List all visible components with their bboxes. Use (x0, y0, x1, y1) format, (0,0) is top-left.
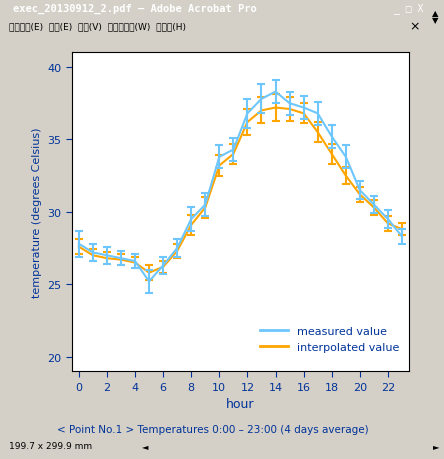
Legend: measured value, interpolated value: measured value, interpolated value (256, 322, 404, 356)
Text: ◄: ◄ (142, 442, 149, 451)
Text: 199.7 x 299.9 mm: 199.7 x 299.9 mm (9, 442, 92, 451)
Y-axis label: temperature (degrees Celsius): temperature (degrees Celsius) (32, 127, 42, 297)
Text: exec_20130912_2.pdf – Adobe Acrobat Pro: exec_20130912_2.pdf – Adobe Acrobat Pro (13, 4, 257, 14)
X-axis label: hour: hour (226, 397, 255, 410)
Text: ファイル(E)  編集(E)  表示(V)  ウィンドウ(W)  ヘルプ(H): ファイル(E) 編集(E) 表示(V) ウィンドウ(W) ヘルプ(H) (8, 22, 186, 31)
Text: ►: ► (433, 442, 440, 451)
Text: ▲: ▲ (432, 9, 438, 18)
Text: _ □ X: _ □ X (394, 4, 423, 14)
Text: ×: × (409, 21, 420, 34)
Text: < Point No.1 > Temperatures 0:00 – 23:00 (4 days average): < Point No.1 > Temperatures 0:00 – 23:00… (57, 424, 369, 434)
Text: ▼: ▼ (432, 16, 438, 25)
